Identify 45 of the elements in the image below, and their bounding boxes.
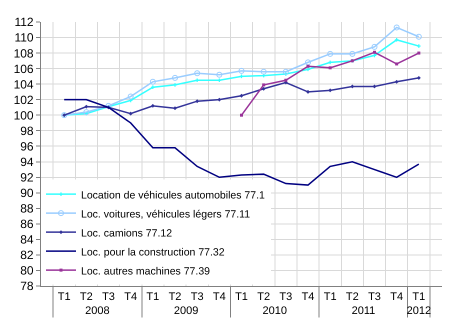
text: 2010 bbox=[262, 305, 287, 318]
y-tick-label: 90 bbox=[20, 186, 34, 200]
y-tick-label: 108 bbox=[14, 46, 34, 60]
y-tick-label: 102 bbox=[14, 92, 34, 107]
y-tick-label: 86 bbox=[20, 217, 34, 232]
y-tick-label: 106 bbox=[14, 62, 34, 76]
x-tick-label: T1 bbox=[235, 291, 248, 304]
x-tick-label: T4 bbox=[124, 291, 138, 304]
x-tick-label: T2 bbox=[80, 291, 93, 304]
y-tick-label: 92 bbox=[20, 170, 34, 184]
y-tick-label: 80 bbox=[20, 264, 34, 278]
legend-label: Loc. pour la construction 77.32 bbox=[81, 246, 225, 258]
y-tick-label: 96 bbox=[20, 139, 34, 154]
y-tick-label: 104 bbox=[14, 77, 34, 92]
text: 2008 bbox=[85, 305, 110, 318]
y-tick-label: 82 bbox=[20, 248, 34, 262]
legend-label: Loc. voitures, véhicules légers 77.11 bbox=[81, 208, 250, 220]
x-tick-label: T1 bbox=[58, 291, 71, 304]
y-tick-label: 78 bbox=[20, 279, 34, 294]
x-tick-label: T4 bbox=[390, 291, 404, 304]
x-tick-label: T2 bbox=[346, 291, 359, 304]
x-tick-label: T1 bbox=[146, 291, 160, 304]
x-tick-label: T4 bbox=[302, 291, 314, 304]
text: 2012 bbox=[406, 305, 432, 318]
x-tick-label: T3 bbox=[102, 291, 115, 304]
text: 2009 bbox=[174, 305, 198, 318]
x-tick-label: T3 bbox=[190, 291, 204, 304]
x-tick-label: T4 bbox=[212, 291, 226, 304]
y-tick-label: 110 bbox=[14, 30, 34, 45]
legend-label: Loc. autres machines 77.39 bbox=[81, 265, 210, 278]
x-tick-label: T1 bbox=[324, 291, 337, 304]
x-tick-label: T2 bbox=[257, 291, 270, 304]
x-tick-label: T2 bbox=[168, 291, 182, 304]
x-tick-label: T3 bbox=[368, 291, 381, 304]
x-tick-label: T3 bbox=[279, 291, 292, 304]
y-tick-label: 84 bbox=[20, 232, 34, 247]
y-tick-label: 98 bbox=[20, 124, 34, 138]
y-tick-label: 94 bbox=[20, 154, 34, 169]
legend-label: Loc. camions 77.12 bbox=[81, 227, 172, 240]
y-tick-label: 100 bbox=[14, 108, 34, 122]
y-tick-label: 112 bbox=[14, 15, 34, 30]
legend-label: Location de véhicules automobiles 77.1 bbox=[81, 189, 266, 202]
x-tick-label: T1 bbox=[412, 291, 426, 304]
y-tick-label: 88 bbox=[20, 202, 34, 216]
text: 2011 bbox=[352, 305, 376, 318]
